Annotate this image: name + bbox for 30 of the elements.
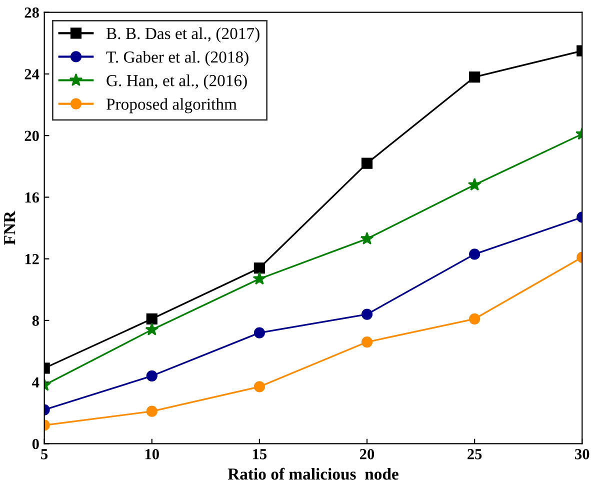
y-axis-title: FNR bbox=[4, 210, 16, 245]
y-tick-label: 0 bbox=[32, 438, 39, 450]
y-tick-label: 12 bbox=[25, 254, 39, 264]
y-tick-label: 28 bbox=[24, 7, 39, 18]
point bbox=[254, 327, 266, 338]
point bbox=[361, 308, 373, 320]
legend-label: T. Gaber et al. (2018) bbox=[106, 50, 248, 66]
x-tick-label: 20 bbox=[360, 449, 374, 460]
x-tick-label: 5 bbox=[41, 449, 48, 460]
legend-label: B. B. Das et al., (2017) bbox=[106, 27, 260, 43]
point bbox=[252, 272, 266, 285]
point bbox=[468, 178, 482, 191]
legend-label: G. Han, et al., (2016) bbox=[106, 74, 247, 90]
point bbox=[254, 262, 266, 274]
x-tick-label: 25 bbox=[468, 449, 482, 460]
x-tick-label: 15 bbox=[253, 449, 267, 460]
y-tick-label: 20 bbox=[24, 130, 39, 142]
point bbox=[145, 322, 159, 336]
point bbox=[254, 381, 266, 392]
x-tick-label: 10 bbox=[145, 449, 159, 460]
point bbox=[360, 232, 374, 245]
legend-label: Proposed algorithm bbox=[106, 98, 237, 114]
y-tick-label: 8 bbox=[32, 316, 39, 326]
y-tick-label: 4 bbox=[32, 377, 40, 388]
point bbox=[361, 158, 373, 169]
point bbox=[361, 336, 373, 348]
y-tick-label: 24 bbox=[24, 69, 40, 80]
y-tick-label: 16 bbox=[25, 192, 40, 203]
x-axis-title: Ratio of malicious node bbox=[228, 468, 398, 480]
x-tick-label: 30 bbox=[575, 449, 590, 460]
